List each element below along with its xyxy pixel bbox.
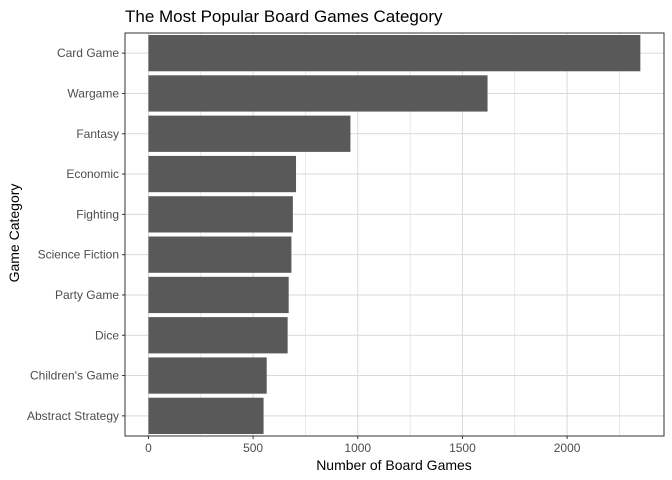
y-tick-label: Fantasy	[76, 127, 119, 141]
y-tick-label: Economic	[66, 167, 119, 181]
y-tick-label: Card Game	[57, 46, 119, 60]
bar	[148, 357, 267, 394]
bar	[148, 276, 289, 314]
y-tick-label: Wargame	[67, 86, 119, 100]
x-tick-label: 500	[243, 441, 263, 455]
bars	[148, 35, 641, 434]
y-tick-label: Children's Game	[30, 369, 119, 383]
bar	[148, 35, 641, 72]
y-tick-label: Abstract Strategy	[27, 409, 119, 423]
y-axis-title: Game Category	[6, 184, 22, 283]
y-tick-label: Science Fiction	[38, 248, 119, 262]
y-tick-label: Dice	[95, 328, 119, 342]
bar	[148, 115, 351, 152]
bar	[148, 155, 297, 193]
y-tick-label: Fighting	[76, 207, 119, 221]
x-tick-label: 1500	[449, 441, 476, 455]
bar	[148, 236, 292, 273]
bar	[148, 75, 488, 112]
x-axis-title: Number of Board Games	[316, 457, 472, 473]
x-tick-label: 1000	[344, 441, 371, 455]
x-tick-label: 2000	[554, 441, 581, 455]
panel-border	[124, 32, 665, 437]
y-tick-label: Party Game	[55, 288, 119, 302]
chart-title: The Most Popular Board Games Category	[125, 7, 443, 26]
bar	[148, 397, 264, 434]
tick-labels: Card Game Wargame Fantasy Economic Fighting S…	[27, 46, 581, 455]
bar	[148, 317, 288, 354]
bar	[148, 196, 293, 233]
x-tick-label: 0	[145, 441, 152, 455]
